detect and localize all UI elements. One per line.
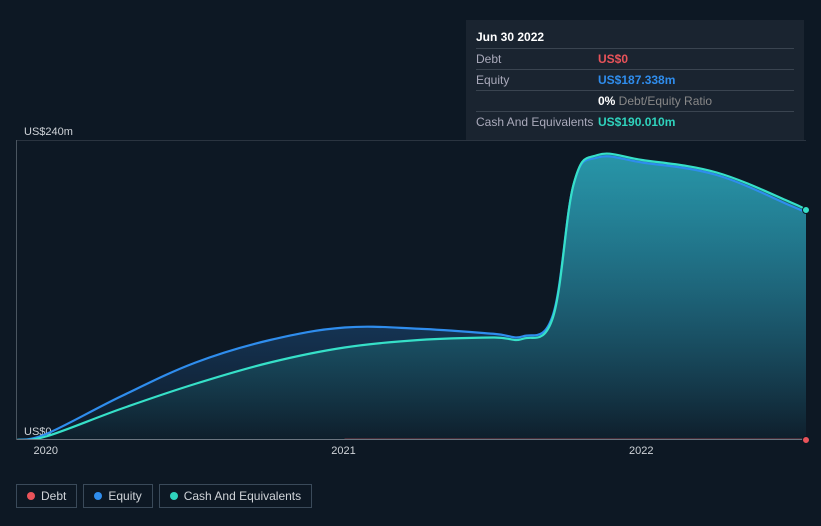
- debt-equity-chart: US$240m US$0 202020212022: [16, 120, 805, 460]
- x-axis-label: 2020: [34, 445, 58, 457]
- tooltip-row-value: US$187.338m: [598, 72, 794, 88]
- tooltip-row-label: Equity: [476, 72, 598, 88]
- tooltip-row-value: US$0: [598, 51, 794, 67]
- legend-dot-icon: [170, 492, 178, 500]
- cash-end-marker: [802, 206, 810, 214]
- tooltip-row-value: 0% Debt/Equity Ratio: [598, 93, 794, 109]
- legend-dot-icon: [27, 492, 35, 500]
- x-axis-label: 2021: [331, 445, 355, 457]
- tooltip-row: DebtUS$0: [476, 49, 794, 70]
- legend-label: Debt: [41, 489, 66, 503]
- tooltip-row-label: Debt: [476, 51, 598, 67]
- y-axis-label-max: US$240m: [24, 126, 73, 138]
- x-axis-label: 2022: [629, 445, 653, 457]
- tooltip-date: Jun 30 2022: [476, 26, 794, 49]
- chart-plot-area[interactable]: [16, 140, 805, 440]
- tooltip-row-suffix: Debt/Equity Ratio: [615, 94, 712, 108]
- debt-end-marker: [802, 436, 810, 444]
- tooltip-row-label: [476, 93, 598, 109]
- legend-item-equity[interactable]: Equity: [83, 484, 152, 508]
- legend-item-cash[interactable]: Cash And Equivalents: [159, 484, 312, 508]
- chart-legend: Debt Equity Cash And Equivalents: [16, 484, 312, 508]
- legend-label: Equity: [108, 489, 141, 503]
- tooltip-row: 0% Debt/Equity Ratio: [476, 91, 794, 112]
- x-axis-line: [17, 439, 805, 440]
- tooltip-row: EquityUS$187.338m: [476, 70, 794, 91]
- legend-dot-icon: [94, 492, 102, 500]
- gridline: [17, 140, 806, 141]
- legend-item-debt[interactable]: Debt: [16, 484, 77, 508]
- legend-label: Cash And Equivalents: [184, 489, 301, 503]
- chart-svg: [17, 140, 806, 440]
